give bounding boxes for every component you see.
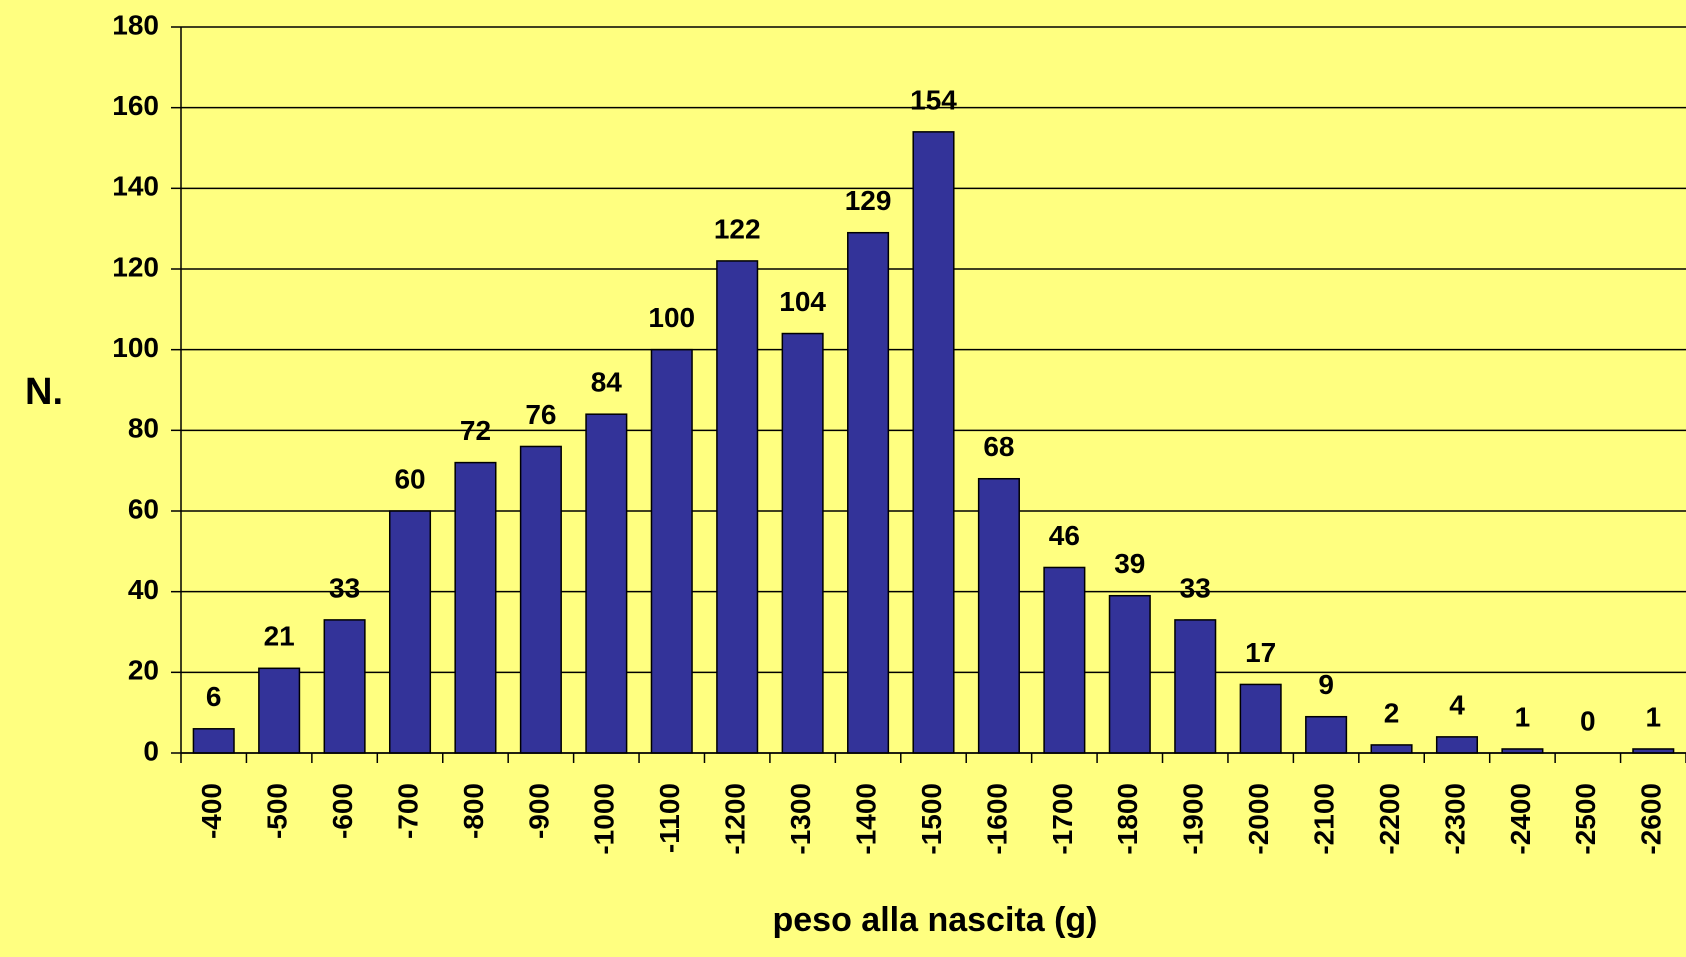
x-tick-label: -1000 (589, 783, 620, 855)
bar (258, 667, 301, 754)
x-tick-label: -1500 (916, 783, 947, 855)
data-label: 46 (1049, 520, 1080, 551)
y-axis-title: N. (25, 371, 63, 413)
x-tick-label: -2100 (1308, 783, 1339, 855)
x-tick-label: -1100 (654, 783, 685, 853)
y-tick-label: 180 (112, 9, 159, 40)
data-label: 104 (779, 286, 826, 317)
bar (1108, 594, 1151, 754)
data-label: 33 (329, 572, 360, 603)
data-label: 33 (1180, 572, 1211, 603)
x-tick-label: -1900 (1178, 783, 1209, 855)
x-tick-label: -700 (392, 783, 423, 839)
bar (454, 461, 497, 754)
y-tick-label: 20 (128, 655, 159, 686)
bar (1174, 619, 1217, 754)
bar (781, 332, 824, 754)
x-tick-label: -600 (327, 783, 358, 839)
data-label: 60 (394, 463, 425, 494)
x-tick-label: -2500 (1570, 783, 1601, 855)
data-label: 76 (525, 399, 556, 430)
x-tick-label: -400 (196, 783, 227, 839)
y-tick-label: 0 (143, 735, 159, 766)
bar (1239, 683, 1282, 754)
x-tick-label: -2300 (1439, 783, 1470, 855)
y-tick-label: 60 (128, 493, 159, 524)
data-label: 9 (1318, 669, 1334, 700)
data-label: 39 (1114, 548, 1145, 579)
bar (716, 260, 759, 754)
data-label: 84 (591, 367, 623, 398)
x-tick-label: -1400 (850, 783, 881, 855)
bar (650, 348, 693, 754)
data-label: 129 (845, 185, 892, 216)
x-tick-label: -900 (523, 783, 554, 839)
x-tick-label: -800 (458, 783, 489, 839)
bar (912, 131, 955, 754)
bar (1370, 744, 1413, 754)
data-label: 1 (1515, 701, 1531, 732)
data-label: 68 (983, 431, 1014, 462)
y-tick-label: 100 (112, 332, 159, 363)
x-tick-label: -2600 (1636, 783, 1667, 855)
y-tick-label: 40 (128, 574, 159, 605)
bar (323, 619, 366, 754)
data-label: 72 (460, 415, 491, 446)
bar (847, 231, 890, 754)
data-label: 0 (1580, 705, 1596, 736)
y-tick-label: 120 (112, 251, 159, 282)
bar (1043, 566, 1086, 754)
x-axis-title: peso alla nascita (g) (773, 901, 1098, 939)
data-label: 6 (206, 681, 222, 712)
x-tick-label: -2200 (1374, 783, 1405, 855)
data-label: 2 (1384, 697, 1400, 728)
bar (519, 445, 562, 754)
x-tick-label: -1700 (1047, 783, 1078, 855)
x-tick-label: -1600 (981, 783, 1012, 855)
bar (977, 477, 1020, 754)
x-tick-label: -1800 (1112, 783, 1143, 855)
x-tick-label: -1200 (720, 783, 751, 855)
x-tick-label: -2000 (1243, 783, 1274, 855)
data-label: 154 (910, 84, 957, 115)
y-tick-label: 140 (112, 171, 159, 202)
data-label: 100 (648, 302, 695, 333)
x-tick-label: -2400 (1505, 783, 1536, 855)
data-label: 122 (714, 213, 761, 244)
x-tick-label: -500 (262, 783, 293, 839)
bar (1305, 715, 1348, 754)
data-label: 17 (1245, 637, 1276, 668)
data-label: 1 (1645, 701, 1661, 732)
bar (1435, 736, 1479, 754)
y-tick-label: 80 (128, 413, 159, 444)
x-tick-label: -1300 (785, 783, 816, 855)
bar (192, 728, 235, 754)
data-label: 4 (1449, 689, 1465, 720)
data-label: 21 (264, 621, 295, 652)
y-tick-label: 160 (112, 90, 159, 121)
bar (388, 510, 432, 754)
bar (585, 413, 628, 754)
